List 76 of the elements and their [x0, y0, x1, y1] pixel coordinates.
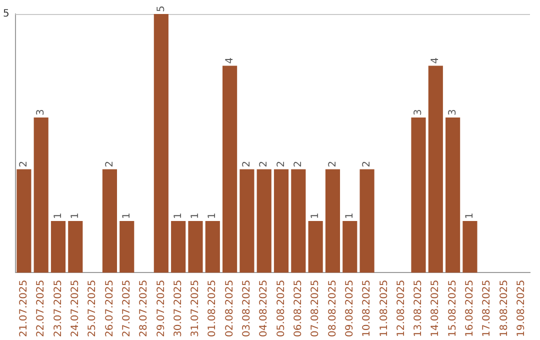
data-label: 5	[156, 6, 167, 12]
data-label: 1	[172, 212, 184, 219]
bar	[240, 169, 254, 273]
bar	[120, 220, 134, 273]
x-tick-label: 01.08.2025	[207, 280, 218, 338]
data-label: 1	[70, 212, 81, 219]
bar	[171, 220, 186, 273]
bar	[16, 169, 32, 273]
bar	[411, 118, 426, 273]
bar	[68, 220, 83, 273]
bar	[274, 169, 289, 273]
x-tick-label: 21.07.2025	[18, 280, 30, 338]
data-label: 3	[36, 109, 47, 116]
bar	[325, 169, 340, 273]
x-tick-label: 10.08.2025	[362, 280, 373, 338]
x-tick-label: 12.08.2025	[396, 280, 407, 338]
bar	[256, 169, 272, 273]
x-tick-label: 28.07.2025	[138, 280, 150, 338]
data-label: 1	[344, 212, 356, 219]
bar	[102, 169, 118, 273]
x-tick-label: 29.07.2025	[156, 280, 167, 338]
x-tick-label: 22.07.2025	[36, 280, 47, 338]
bar	[291, 169, 306, 273]
x-tick-label: 19.08.2025	[516, 280, 528, 338]
data-label: 3	[447, 109, 458, 116]
x-tick-label: 04.08.2025	[258, 280, 270, 338]
data-label: 2	[242, 160, 253, 168]
x-tick-label: 23.07.2025	[52, 280, 64, 338]
bar	[446, 118, 460, 273]
data-label: 2	[362, 160, 373, 168]
data-label: 2	[104, 160, 116, 168]
x-tick-label: 06.08.2025	[293, 280, 304, 338]
data-label: 1	[464, 212, 476, 219]
data-label: 3	[413, 109, 424, 116]
bar	[428, 66, 443, 273]
data-label: 2	[276, 160, 287, 168]
x-tick-label: 31.07.2025	[190, 280, 202, 338]
bar	[188, 220, 203, 273]
data-label: 1	[52, 212, 64, 219]
bar	[50, 220, 66, 273]
data-label: 1	[190, 212, 202, 219]
x-tick-label: 24.07.2025	[70, 280, 81, 338]
x-tick-label: 16.08.2025	[464, 280, 476, 338]
bar	[342, 220, 358, 273]
bar	[360, 169, 374, 273]
x-tick-label: 08.08.2025	[327, 280, 338, 338]
data-label: 2	[18, 160, 30, 168]
data-label: 1	[121, 212, 132, 219]
x-tick-label: 30.07.2025	[172, 280, 184, 338]
data-label: 2	[327, 160, 338, 168]
x-tick-label: 11.08.2025	[378, 280, 390, 338]
data-label: 1	[207, 212, 218, 219]
x-tick-label: 14.08.2025	[430, 280, 442, 338]
x-tick-label: 05.08.2025	[276, 280, 287, 338]
x-tick-label: 13.08.2025	[413, 280, 424, 338]
data-label: 2	[293, 160, 304, 168]
x-tick-label: 15.08.2025	[447, 280, 458, 338]
data-label: 2	[258, 160, 270, 168]
x-tick-label: 27.07.2025	[121, 280, 132, 338]
x-tick-label: 17.08.2025	[482, 280, 493, 338]
data-label: 4	[224, 57, 236, 64]
x-tick-label: 03.08.2025	[242, 280, 253, 338]
x-tick-label: 07.08.2025	[310, 280, 322, 338]
data-label: 4	[430, 57, 442, 64]
data-label: 1	[310, 212, 322, 219]
x-tick-label: 25.07.2025	[87, 280, 98, 338]
bar	[205, 220, 220, 273]
bar	[222, 66, 238, 273]
x-tick-label: 09.08.2025	[344, 280, 356, 338]
bar	[308, 220, 323, 273]
x-tick-label: 02.08.2025	[224, 280, 236, 338]
bar	[34, 118, 48, 273]
bar	[462, 220, 478, 273]
x-tick-label: 26.07.2025	[104, 280, 116, 338]
x-tick-label: 18.08.2025	[498, 280, 510, 338]
bar	[154, 14, 168, 273]
